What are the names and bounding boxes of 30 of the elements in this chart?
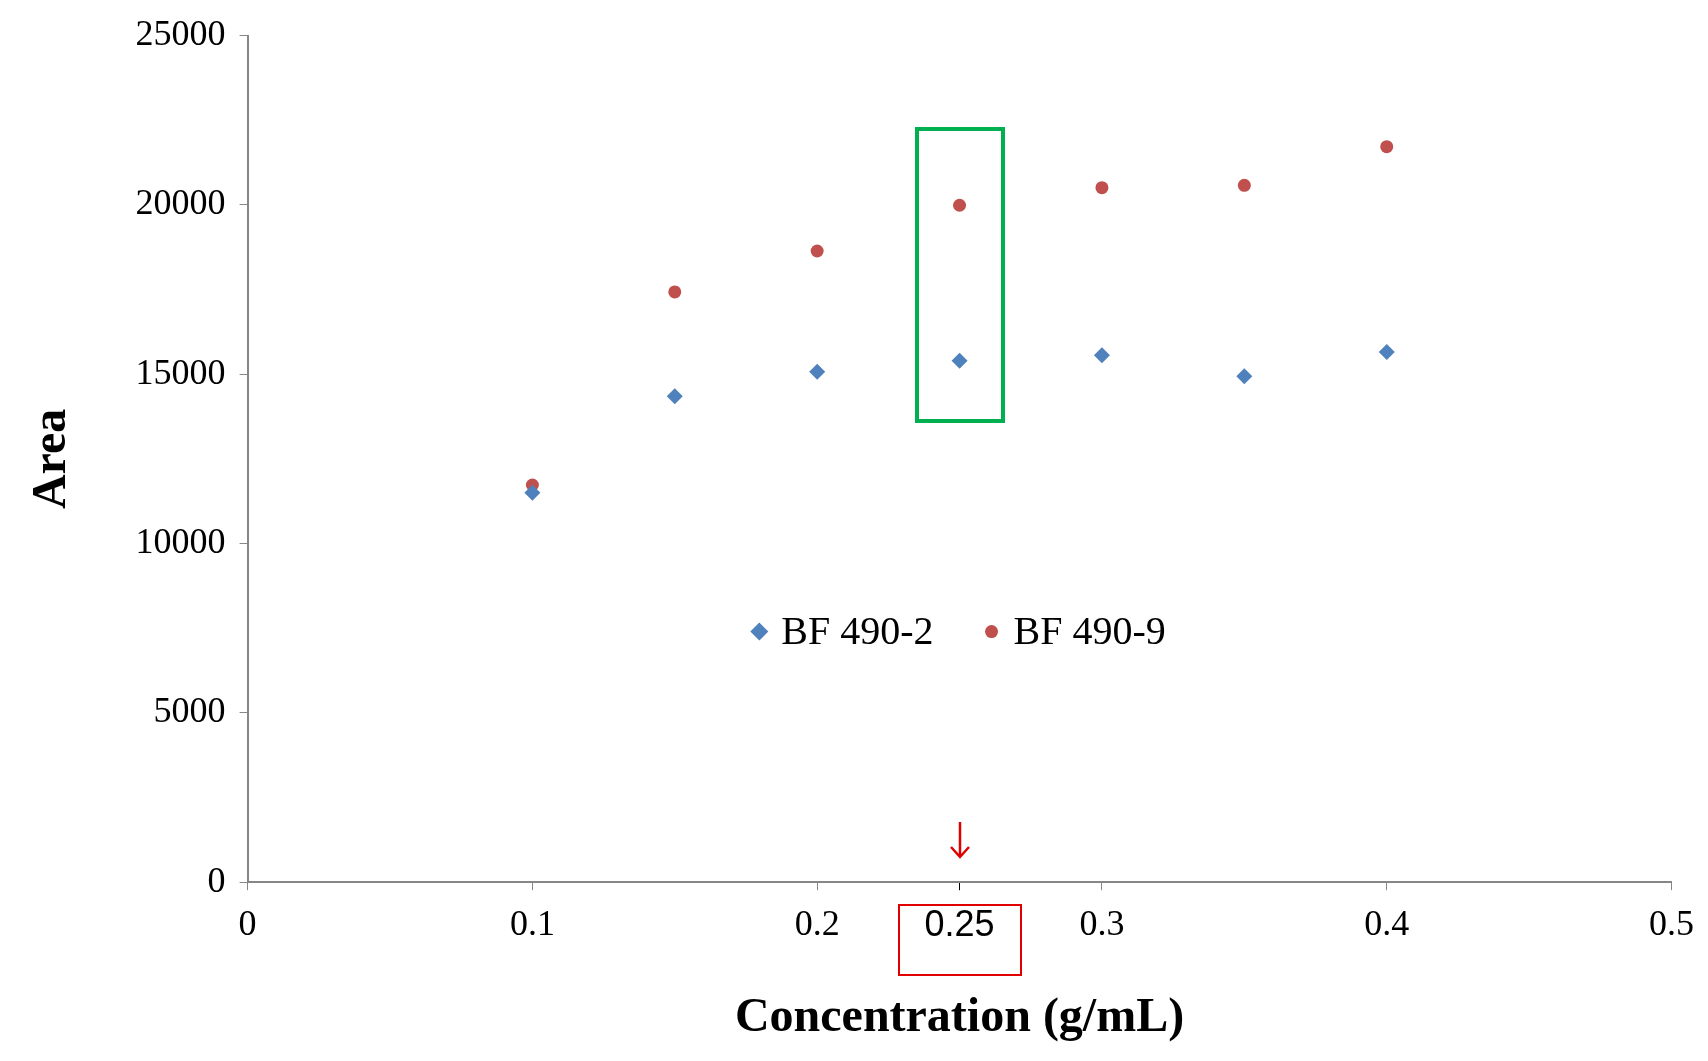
legend-label: BF 490-9	[1013, 608, 1166, 654]
point	[1236, 368, 1253, 385]
point	[666, 388, 683, 405]
point	[524, 484, 541, 501]
point	[1380, 140, 1394, 154]
x-tick-label: 0.5	[1649, 903, 1694, 944]
x-axis-title: Concentration (g/mL)	[734, 987, 1185, 1042]
y-tick-label: 5000	[153, 690, 226, 731]
y-tick-label: 0	[207, 859, 226, 900]
x-tick-label: 0.25	[924, 902, 995, 944]
y-tick-label: 10000	[135, 521, 226, 562]
legend-label: BF 490-2	[781, 608, 934, 654]
y-tick-label: 15000	[135, 351, 226, 392]
y-tick-label: 20000	[135, 182, 226, 223]
point	[951, 352, 968, 369]
x-tick-label: 0.4	[1364, 903, 1410, 944]
x-tick-label: 0.2	[794, 903, 840, 944]
y-tick-label: 25000	[135, 13, 226, 54]
point	[668, 285, 682, 299]
point	[809, 363, 826, 380]
x-tick-label: 0.1	[509, 903, 555, 944]
x-tick-label: 0.3	[1079, 903, 1125, 944]
point	[1378, 343, 1395, 360]
point	[810, 244, 824, 258]
point	[953, 198, 967, 212]
point	[1095, 181, 1109, 195]
x-tick-label: 0	[238, 903, 257, 944]
point	[1093, 347, 1110, 364]
point	[1237, 178, 1251, 192]
y-axis-title: Area	[22, 408, 76, 510]
